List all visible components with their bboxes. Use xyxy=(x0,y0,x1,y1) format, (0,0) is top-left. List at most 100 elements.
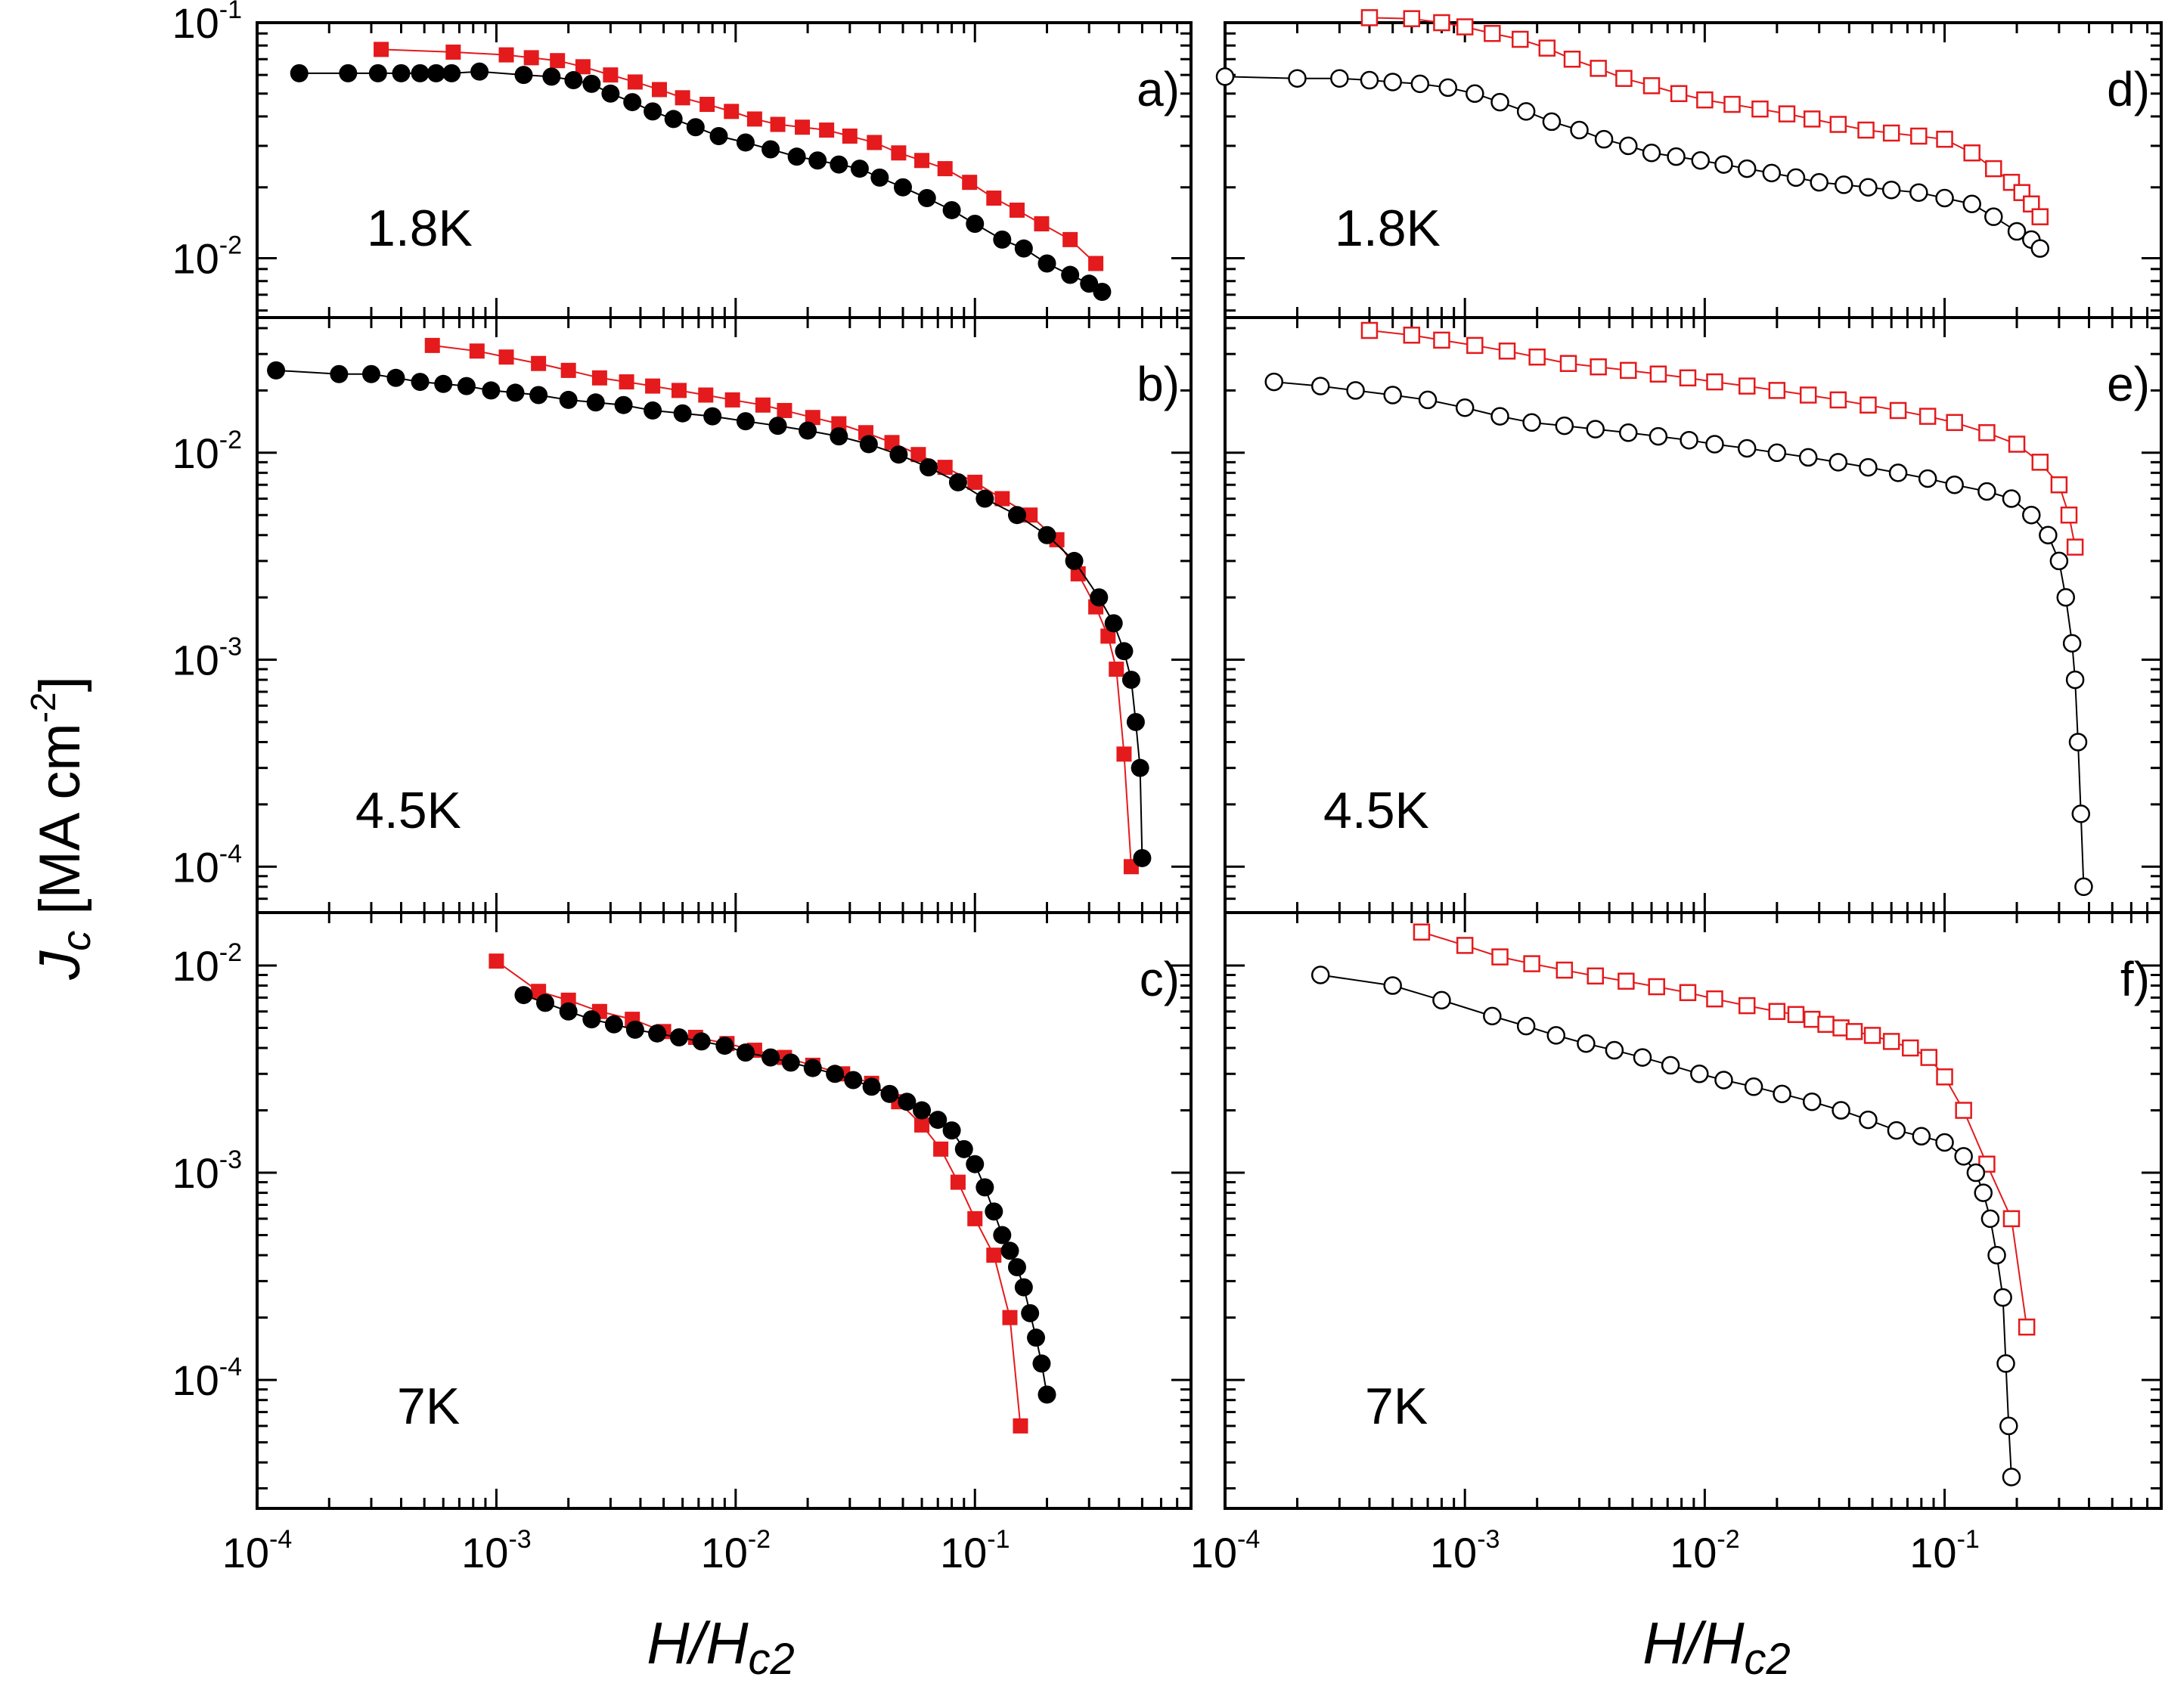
data-point xyxy=(1767,443,1787,463)
data-point xyxy=(724,392,740,408)
data-point xyxy=(514,66,533,85)
y-tick-label: 10-4 xyxy=(172,839,242,891)
data-point xyxy=(1845,1023,1863,1040)
data-point xyxy=(1737,159,1757,178)
panels: 10-1 10-2 a) 1.8K 10-2 10-3 10-4 b) 4.5K 10-4 10-3… xyxy=(172,0,2163,1576)
data-point xyxy=(1999,1416,2018,1436)
temperature-label: 4.5K xyxy=(1323,782,1429,839)
data-point xyxy=(1516,102,1536,121)
data-point xyxy=(1696,91,1714,109)
data-point xyxy=(1456,937,1474,954)
data-point xyxy=(986,1248,1002,1263)
data-point xyxy=(1993,1288,2012,1307)
data-point xyxy=(1738,377,1756,395)
data-point xyxy=(994,491,1010,507)
x-tick-label: 10-3 xyxy=(461,1525,532,1576)
data-point xyxy=(2065,670,2085,690)
data-point xyxy=(1985,160,2002,178)
data-point xyxy=(1088,256,1104,271)
data-point xyxy=(1881,180,1901,200)
temperature-label: 1.8K xyxy=(1335,200,1441,257)
data-point xyxy=(1829,391,1847,409)
y-tick-label: 10-2 xyxy=(172,426,242,477)
y-tick-label: 10-3 xyxy=(172,633,242,684)
data-point xyxy=(768,417,787,436)
data-point xyxy=(648,1024,667,1043)
data-point xyxy=(867,135,882,150)
temperature-label: 7K xyxy=(1365,1378,1428,1435)
data-point xyxy=(917,189,936,208)
data-point xyxy=(411,373,430,392)
data-point xyxy=(1706,373,1723,391)
data-point xyxy=(1863,1027,1881,1044)
data-point xyxy=(531,355,547,371)
data-point xyxy=(954,1139,973,1158)
data-point xyxy=(1383,386,1402,405)
x-axis-title-right: H/Hc2 xyxy=(1642,1610,1791,1684)
data-point xyxy=(1667,147,1686,166)
data-point xyxy=(625,1020,644,1039)
data-point xyxy=(2030,239,2050,258)
data-point xyxy=(1817,1015,1835,1034)
data-point xyxy=(2002,489,2021,508)
y-tick-label: 10-1 xyxy=(172,0,242,47)
data-point xyxy=(489,953,504,969)
data-point xyxy=(1038,254,1056,273)
data-point xyxy=(1522,413,1541,432)
data-point xyxy=(2050,476,2068,494)
data-point xyxy=(1109,662,1124,677)
data-point xyxy=(290,64,309,82)
data-point xyxy=(699,97,715,113)
data-point xyxy=(1456,18,1474,36)
data-point xyxy=(755,397,771,413)
data-point xyxy=(1126,712,1145,731)
data-point xyxy=(1433,331,1450,349)
y-tick-label: 10-3 xyxy=(172,1145,242,1197)
data-point xyxy=(709,127,728,146)
data-point xyxy=(986,191,1002,206)
data-point xyxy=(1490,407,1509,426)
data-point xyxy=(470,62,489,81)
data-point xyxy=(442,64,461,82)
data-point xyxy=(803,1059,822,1077)
data-point xyxy=(1619,423,1638,442)
data-point xyxy=(1360,321,1379,339)
series-line xyxy=(1421,931,2028,1328)
data-point xyxy=(1577,1034,1596,1053)
data-point xyxy=(1935,188,1954,208)
y-tick-label: 10-4 xyxy=(172,1353,242,1404)
x-tick-label: 10-1 xyxy=(940,1525,1010,1576)
data-point xyxy=(1330,69,1349,88)
data-point xyxy=(1679,984,1697,1002)
data-point xyxy=(1022,507,1038,523)
data-point xyxy=(1038,1385,1056,1404)
data-point xyxy=(644,102,662,121)
series-a-red xyxy=(374,42,1104,271)
panel-label: c) xyxy=(1140,952,1180,1006)
data-point xyxy=(1690,1065,1709,1083)
data-point xyxy=(962,175,978,191)
data-point xyxy=(736,1043,755,1062)
data-point xyxy=(1013,1418,1028,1434)
data-point xyxy=(1528,348,1546,366)
data-point xyxy=(975,489,994,508)
data-point xyxy=(1288,69,1307,88)
data-point xyxy=(1131,758,1149,777)
data-point xyxy=(703,407,722,426)
y-tick-label: 10-2 xyxy=(172,938,242,990)
data-point xyxy=(627,74,643,90)
data-point xyxy=(1977,482,1996,501)
data-point xyxy=(1803,1010,1821,1028)
data-point xyxy=(993,230,1012,249)
data-point xyxy=(746,111,762,127)
data-point xyxy=(942,1121,961,1140)
data-point xyxy=(898,1093,917,1111)
data-point xyxy=(1691,151,1710,170)
data-point xyxy=(913,1101,932,1120)
data-point xyxy=(948,473,967,491)
data-point xyxy=(2056,587,2076,607)
data-point xyxy=(830,427,848,446)
data-point xyxy=(1955,1102,1972,1119)
data-point xyxy=(560,362,576,378)
data-point xyxy=(770,116,786,132)
